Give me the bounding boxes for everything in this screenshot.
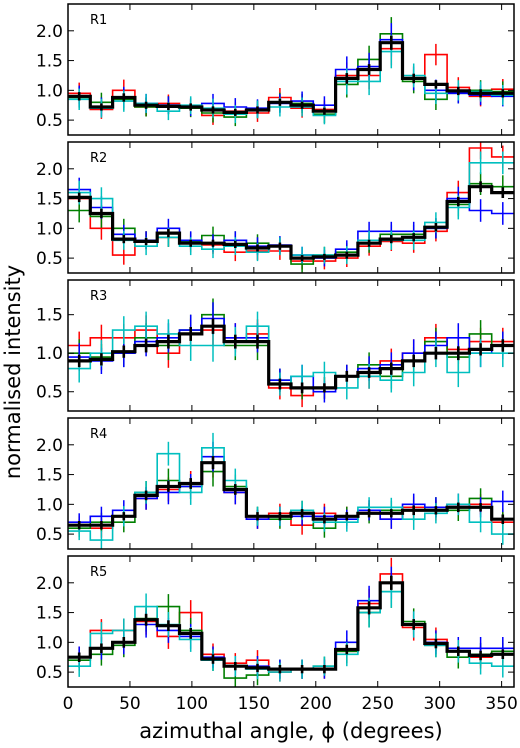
y-tick-label: 1.5 — [36, 306, 63, 326]
y-tick-label: 1.0 — [36, 495, 63, 515]
y-tick-label: 1.5 — [36, 52, 63, 72]
panel-label-r3: R3 — [90, 289, 107, 304]
x-tick-label: 250 — [361, 694, 393, 714]
series-mean-step-line — [68, 41, 514, 114]
panel-frame — [67, 279, 515, 412]
y-tick-label: 0.5 — [36, 663, 63, 683]
y-tick-label: 2.0 — [36, 436, 63, 456]
panel-r3: 0.5 1.0 1.5 R3 — [36, 279, 515, 412]
x-tick-label: 150 — [238, 694, 270, 714]
series-mean-step-line — [68, 185, 514, 260]
panel-label-r2: R2 — [90, 151, 107, 166]
panel-label-r5: R5 — [90, 565, 107, 580]
panel-data — [68, 557, 514, 687]
panel-frame — [67, 417, 515, 550]
x-tick-label: 50 — [119, 694, 141, 714]
y-axis-label: normalised intensity — [1, 265, 25, 479]
panel-frame — [67, 3, 515, 136]
y-tick-label: 0.5 — [36, 111, 63, 131]
panel-frame — [67, 141, 515, 274]
x-axis-label: azimuthal angle, ϕ (degrees) — [139, 719, 442, 743]
x-tick-label: 100 — [176, 694, 208, 714]
y-tick-label: 1.5 — [36, 466, 63, 486]
y-tick-label: 0.5 — [36, 383, 63, 403]
series-cyan-step-line — [68, 162, 514, 256]
y-tick-label: 1.5 — [36, 190, 63, 210]
series-mean-step-line — [68, 324, 514, 390]
panel-data — [68, 298, 514, 408]
x-tick-label: 300 — [423, 694, 455, 714]
panel-r1: 0.5 1.0 1.5 2.0 R1 — [36, 3, 515, 136]
y-tick-label: 1.0 — [36, 344, 63, 364]
y-tick-label: 2.0 — [36, 160, 63, 180]
panel-r4: 0.5 1.0 1.5 2.0 R4 — [36, 417, 515, 550]
panel-r5: 0.5 1.0 1.5 2.0 R5 — [36, 555, 515, 688]
y-tick-label: 0.5 — [36, 249, 63, 269]
panel-label-r4: R4 — [90, 427, 107, 442]
panel-r2: 0.5 1.0 1.5 2.0 R2 — [36, 141, 515, 274]
y-tick-label: 1.0 — [36, 633, 63, 653]
y-tick-label: 2.0 — [36, 574, 63, 594]
y-tick-label: 1.5 — [36, 604, 63, 624]
panel-label-r1: R1 — [90, 13, 107, 28]
panel-data — [68, 17, 514, 127]
panel-frame — [67, 555, 515, 688]
x-tick-label: 0 — [63, 694, 74, 714]
x-tick-label: 350 — [485, 694, 517, 714]
x-tick-label: 200 — [300, 694, 332, 714]
panel-data — [68, 432, 514, 549]
series-mean-step-line — [68, 461, 514, 527]
y-tick-label: 2.0 — [36, 22, 63, 42]
y-tick-label: 1.0 — [36, 219, 63, 239]
panel-data — [68, 142, 514, 273]
y-tick-label: 0.5 — [36, 525, 63, 545]
y-tick-label: 1.0 — [36, 81, 63, 101]
